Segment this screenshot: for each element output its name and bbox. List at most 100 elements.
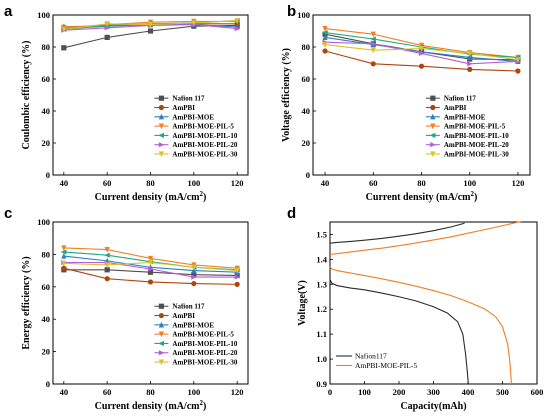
y-tick-label: 20 <box>42 347 51 357</box>
y-tick-label: 60 <box>42 74 51 84</box>
data-point <box>104 252 110 258</box>
x-axis-title: Current density (mA/cm2) <box>95 399 207 412</box>
legend-entry: Nafion 117 <box>154 95 205 103</box>
x-tick-label: 0 <box>328 387 332 397</box>
y-tick-label: 100 <box>297 10 310 20</box>
legend-label: Nafion117 <box>355 352 387 361</box>
legend-label: AmPBI <box>172 312 195 320</box>
y-tick-label: 80 <box>302 42 311 52</box>
data-point <box>515 57 521 63</box>
x-tick-label: 120 <box>231 387 244 397</box>
data-point <box>147 22 154 28</box>
data-point <box>322 42 328 48</box>
legend-label: AmPBI-MOE-PIL-10 <box>172 132 237 140</box>
legend-marker <box>158 331 164 338</box>
data-point <box>147 255 154 262</box>
legend-marker <box>158 321 164 328</box>
data-point <box>191 20 197 27</box>
legend-marker <box>158 113 164 120</box>
legend-label: AmPBI-MOE-PIL-10 <box>172 340 237 348</box>
legend-marker <box>158 359 164 366</box>
data-point <box>370 47 376 54</box>
data-point <box>467 54 473 60</box>
series-ampbi-moe-pil-30 <box>322 42 521 63</box>
x-tick-label: 100 <box>463 178 476 188</box>
legend-marker <box>158 95 164 101</box>
legend-entry: AmPBI <box>154 312 195 320</box>
legend-label: Nafion 117 <box>444 95 477 103</box>
y-tick-label: 0 <box>46 170 50 180</box>
x-tick-label: 40 <box>60 178 69 188</box>
x-tick-label: 80 <box>146 387 155 397</box>
data-point <box>147 266 154 272</box>
data-point <box>234 18 240 24</box>
y-tick-label: 1.2 <box>316 304 327 314</box>
y-tick-label: 0 <box>46 379 50 389</box>
data-point <box>61 265 67 271</box>
data-point <box>61 26 67 33</box>
data-point <box>234 272 240 279</box>
legend-marker <box>158 350 165 356</box>
y-tick-label: 0.9 <box>316 379 327 389</box>
legend-entry: AmPBI-MOE-PIL-10 <box>154 340 238 348</box>
data-point <box>147 279 154 285</box>
data-point <box>370 61 376 67</box>
y-tick-label: 20 <box>42 138 51 148</box>
x-tick-label: 60 <box>103 178 112 188</box>
x-tick-label: 200 <box>393 387 406 397</box>
legend-marker <box>429 132 436 138</box>
legend-label: AmPBI-MOE-PIL-20 <box>172 349 237 357</box>
x-tick-label: 600 <box>531 387 544 397</box>
data-point <box>515 68 521 74</box>
legend-marker <box>158 312 164 319</box>
charge-curve <box>329 222 465 244</box>
y-tick-label: 80 <box>42 42 51 52</box>
legend-marker <box>158 303 164 309</box>
legend-entry: AmPBI <box>425 104 467 112</box>
data-point <box>104 267 110 273</box>
data-point <box>191 272 197 278</box>
data-point <box>104 276 110 282</box>
legend-marker <box>430 104 436 111</box>
data-point <box>418 50 425 56</box>
y-axis-title: Energy efficiency (%) <box>21 256 32 349</box>
legend-entry: Nafion117 <box>336 352 387 361</box>
data-point <box>61 260 67 267</box>
data-point <box>418 46 425 52</box>
data-point <box>467 66 473 72</box>
data-point <box>191 280 197 287</box>
data-point <box>61 252 67 259</box>
y-axis-title: Voltage(V) <box>297 280 308 326</box>
data-point <box>322 34 328 40</box>
x-tick-label: 400 <box>462 387 475 397</box>
legend-entry: AmPBI-MOE-PIL-5 <box>425 123 506 131</box>
x-tick-label: 100 <box>358 387 371 397</box>
y-tick-label: 80 <box>42 249 51 259</box>
data-point <box>191 274 197 280</box>
data-point <box>234 274 241 280</box>
series-ampbi-moe-pil-30 <box>61 259 240 274</box>
legend-entry: AmPBI-MOE-PIL-5 <box>336 361 417 370</box>
legend-marker <box>430 123 436 130</box>
x-tick-label: 100 <box>187 178 200 188</box>
series-ampbi-moe-pil-30 <box>61 18 240 33</box>
y-tick-label: 40 <box>42 106 51 116</box>
data-point <box>147 28 154 34</box>
legend-entry: AmPBI-MOE-PIL-20 <box>154 349 238 357</box>
data-point <box>321 30 328 36</box>
y-tick-label: 100 <box>37 217 50 227</box>
legend-label: Nafion 117 <box>172 303 205 311</box>
discharge-curve <box>329 279 469 385</box>
x-tick-label: 500 <box>496 387 509 397</box>
x-tick-label: 40 <box>60 387 69 397</box>
legend-label: AmPBI-MOE <box>172 321 214 329</box>
y-tick-label: 1.5 <box>316 229 327 239</box>
y-tick-label: 1.0 <box>316 354 327 364</box>
data-point <box>370 31 376 38</box>
legend-label: AmPBI <box>444 104 467 112</box>
legend-label: AmPBI-MOE-PIL-5 <box>444 123 506 131</box>
panel-c-letter: c <box>4 205 12 222</box>
legend-entry: AmPBI-MOE-PIL-10 <box>425 132 509 140</box>
legend-entry: AmPBI-MOE-PIL-5 <box>154 123 234 131</box>
legend-label: AmPBI-MOE <box>444 113 486 121</box>
